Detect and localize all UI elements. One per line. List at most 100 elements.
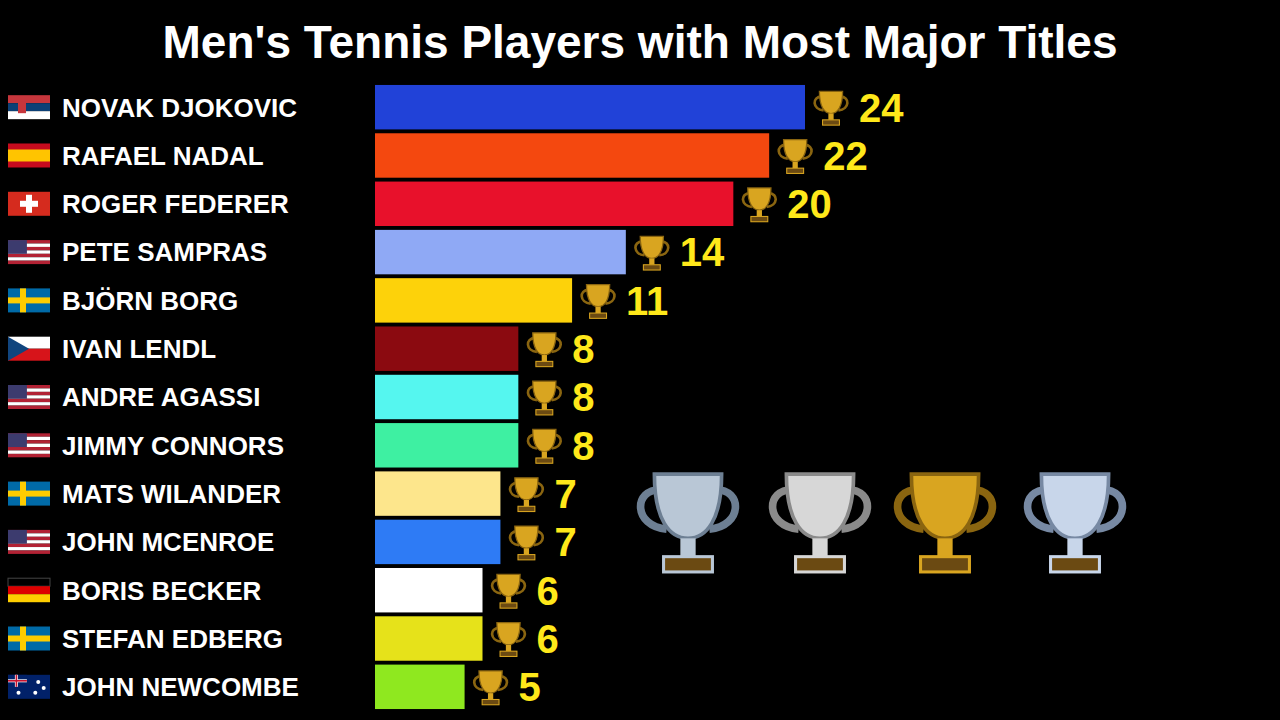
trophy-stem	[506, 597, 511, 603]
trophy-cup	[786, 474, 853, 538]
data-label: 24	[859, 86, 904, 130]
flag-part	[8, 544, 50, 547]
title: Men's Tennis Players with Most Major Tit…	[162, 16, 1117, 68]
trophy-icon	[815, 91, 848, 125]
flag-part	[18, 101, 26, 113]
trophy-cup	[533, 429, 556, 451]
flag-part	[8, 550, 50, 553]
trophy-cup	[1041, 474, 1108, 538]
flag-part	[8, 627, 50, 651]
trophy-cup	[533, 381, 556, 403]
category-label: STEFAN EDBERG	[62, 624, 283, 654]
data-label: 7	[554, 520, 576, 564]
trophy-icon	[492, 623, 525, 657]
category-label: JIMMY CONNORS	[62, 431, 284, 461]
flag	[8, 385, 50, 409]
trophy-base	[482, 699, 499, 704]
trophy-stem	[937, 538, 952, 556]
trophy-cup	[586, 285, 609, 307]
category-label: BJÖRN BORG	[62, 286, 238, 316]
trophy-cup	[654, 474, 721, 538]
trophy-stem	[542, 403, 547, 409]
flag-part	[8, 337, 29, 361]
flag-part	[8, 254, 50, 257]
trophy-base	[796, 557, 845, 572]
trophy-icon	[528, 381, 561, 415]
category-label: JOHN MCENROE	[62, 527, 274, 557]
trophy-base	[787, 168, 804, 173]
flag-part	[8, 680, 27, 682]
trophy-icon	[743, 188, 776, 222]
trophy-stem	[1067, 538, 1082, 556]
flag-part	[8, 297, 50, 303]
flag-part	[8, 636, 50, 642]
flag	[8, 578, 50, 602]
trophy-stem	[649, 258, 654, 264]
trophy-base	[536, 361, 553, 366]
trophy-base	[664, 557, 713, 572]
trophy-cup	[497, 574, 520, 596]
trophy-base	[1051, 557, 1100, 572]
trophy-stem	[524, 500, 529, 506]
chart: Men's Tennis Players with Most Major Tit…	[0, 0, 1280, 720]
flag	[8, 530, 50, 554]
decorative-trophies	[641, 474, 1123, 572]
category-label: JOHN NEWCOMBE	[62, 672, 299, 702]
trophy-base	[921, 557, 970, 572]
data-label: 11	[626, 279, 668, 323]
flag-part	[8, 257, 50, 260]
trophy-base	[751, 216, 768, 221]
trophy-base	[643, 265, 660, 270]
bar	[375, 133, 769, 177]
category-label: IVAN LENDL	[62, 334, 216, 364]
trophy-base	[518, 555, 535, 560]
trophy-icon	[1028, 474, 1123, 572]
trophy-stem	[828, 114, 833, 120]
flag	[8, 192, 50, 216]
flag	[8, 337, 50, 361]
trophy-cup	[819, 91, 842, 113]
trophy-icon	[898, 474, 993, 572]
flag-part	[8, 586, 50, 594]
flag-part	[36, 680, 40, 684]
category-label: MATS WILANDER	[62, 479, 281, 509]
flag	[8, 240, 50, 264]
trophy-cup	[748, 188, 771, 210]
trophy-icon	[528, 429, 561, 463]
data-label: 22	[823, 134, 868, 178]
data-label: 14	[680, 230, 725, 274]
trophy-icon	[474, 671, 507, 705]
trophy-cup	[497, 623, 520, 645]
trophy-stem	[793, 162, 798, 168]
trophy-base	[518, 506, 535, 511]
trophy-cup	[784, 140, 807, 162]
category-labels: NOVAK DJOKOVICRAFAEL NADALROGER FEDERERP…	[62, 93, 299, 703]
flag-part	[8, 143, 50, 167]
flag-part	[8, 675, 50, 699]
data-label: 5	[519, 665, 541, 709]
category-label: ANDRE AGASSI	[62, 382, 260, 412]
flag-part	[8, 103, 50, 111]
flag-part	[8, 547, 50, 550]
trophy-cup	[479, 671, 502, 693]
flag-part	[8, 385, 27, 399]
flag	[8, 675, 50, 699]
bar	[375, 375, 518, 419]
flag-part	[8, 95, 50, 103]
flag-part	[8, 192, 50, 216]
flag-part	[33, 691, 37, 695]
data-label: 8	[572, 424, 594, 468]
flag	[8, 143, 50, 167]
flag-part	[8, 578, 50, 586]
trophy-icon	[773, 474, 868, 572]
bar	[375, 471, 500, 515]
trophy-icon	[582, 285, 615, 319]
bar	[375, 423, 518, 467]
bar	[375, 85, 805, 129]
trophy-icon	[492, 574, 525, 608]
trophy-stem	[812, 538, 827, 556]
flag-part	[8, 675, 27, 687]
background	[0, 0, 1280, 720]
flag-part	[8, 399, 50, 402]
category-label: NOVAK DJOKOVIC	[62, 93, 297, 123]
